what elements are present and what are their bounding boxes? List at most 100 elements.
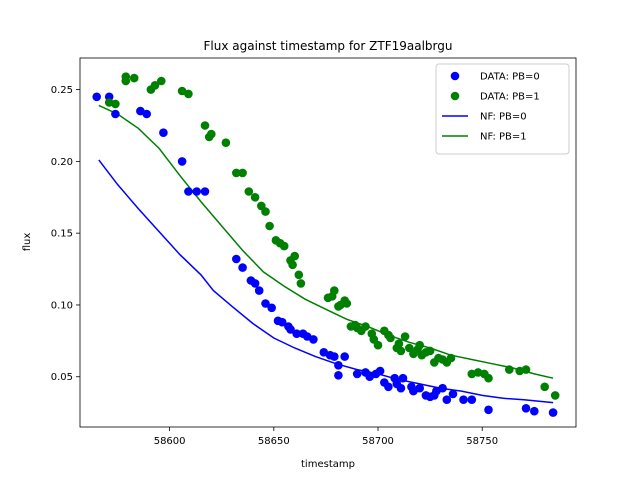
data-point-s1-3 [121, 72, 131, 81]
data-point-s1-14 [232, 168, 241, 178]
data-point-s0-11 [238, 263, 247, 272]
data-point-s1-70 [540, 382, 549, 392]
data-point-s1-1 [111, 99, 120, 109]
data-point-s0-24 [309, 335, 318, 344]
data-point-s1-40 [361, 322, 370, 331]
data-point-s0-5 [159, 128, 168, 137]
data-point-s0-13 [250, 279, 260, 288]
data-point-s0-2 [111, 109, 120, 119]
legend-marker-0 [450, 71, 460, 81]
data-point-s1-46 [386, 333, 395, 343]
legend-box [435, 63, 570, 155]
data-point-s0-21 [292, 329, 302, 339]
data-point-s0-40 [396, 383, 406, 393]
data-point-s0-57 [548, 408, 558, 417]
legend: DATA: PB=0 DATA: PB=1 NF: PB=0 NF: PB=1 [435, 63, 570, 155]
data-point-s1-69 [521, 365, 531, 374]
data-point-s1-43 [373, 340, 383, 350]
data-point-s0-56 [530, 406, 539, 416]
data-point-s0-54 [484, 405, 493, 415]
data-point-s1-57 [425, 346, 435, 356]
data-point-s1-7 [157, 76, 166, 86]
plot-area [92, 72, 560, 417]
y-axis-label: flux [22, 233, 33, 252]
y-tick-label-0: 0.05 [51, 372, 73, 383]
data-point-s1-19 [261, 207, 270, 216]
data-point-s0-8 [192, 187, 201, 196]
data-point-s0-28 [334, 371, 343, 380]
x-tick-label-1: 58650 [258, 436, 290, 447]
data-point-s0-53 [467, 395, 477, 405]
legend-label-0: DATA: PB=0 [480, 72, 540, 83]
data-point-s1-28 [296, 279, 306, 288]
axes-frame [79, 57, 577, 428]
data-point-s0-31 [352, 369, 362, 379]
x-tick-label-0: 58600 [154, 436, 186, 447]
legend-label-1: DATA: PB=1 [480, 92, 540, 103]
data-point-s0-16 [267, 303, 277, 313]
data-point-s0-52 [459, 395, 468, 405]
data-point-s1-12 [207, 129, 216, 139]
y-tick-label-4: 0.25 [51, 85, 73, 96]
legend-marker-1 [450, 91, 460, 101]
data-point-s1-54 [415, 340, 425, 350]
data-point-s0-14 [254, 286, 264, 295]
data-point-s1-6 [150, 81, 160, 90]
data-point-s1-26 [290, 251, 300, 261]
data-point-s0-35 [375, 366, 385, 376]
data-point-s0-15 [261, 299, 270, 308]
series-line-3 [98, 104, 554, 379]
data-point-s0-0 [92, 92, 101, 102]
data-point-s0-50 [442, 395, 452, 405]
data-point-s1-50 [400, 332, 410, 341]
data-point-s0-41 [398, 373, 408, 383]
data-point-s1-20 [265, 221, 274, 231]
data-point-s0-18 [277, 317, 287, 327]
data-point-s1-71 [550, 391, 560, 400]
data-point-s1-23 [279, 241, 289, 251]
data-point-s0-44 [415, 383, 425, 393]
legend-label-2: NF: PB=0 [480, 112, 527, 123]
legend-label-3: NF: PB=1 [480, 132, 527, 143]
data-point-s0-4 [142, 109, 151, 119]
data-point-s1-27 [294, 270, 304, 280]
data-point-s0-9 [200, 187, 210, 196]
data-point-s1-35 [342, 299, 352, 308]
x-axis: 58600 58650 58700 58750 [154, 427, 498, 447]
series-line-2 [98, 159, 554, 404]
data-point-s1-9 [184, 89, 193, 99]
data-point-s0-55 [521, 404, 531, 413]
data-point-s1-13 [221, 138, 231, 147]
data-point-s0-37 [384, 382, 393, 392]
data-point-s0-51 [448, 389, 458, 399]
data-point-s1-25 [288, 260, 297, 270]
x-axis-label: timestamp [301, 459, 355, 470]
chart-title: Flux against timestamp for ZTF19aalbrgu [204, 39, 453, 53]
data-point-s1-49 [396, 346, 406, 356]
data-point-s1-48 [394, 339, 404, 349]
data-point-s1-4 [129, 73, 139, 83]
data-point-s1-66 [484, 373, 493, 383]
data-point-s1-17 [250, 193, 260, 202]
x-tick-label-3: 58750 [466, 436, 498, 447]
data-point-s0-27 [330, 352, 339, 361]
y-tick-label-3: 0.20 [51, 157, 73, 168]
x-tick-label-2: 58700 [362, 436, 394, 447]
data-point-s0-49 [438, 383, 447, 393]
data-point-s1-31 [330, 286, 339, 295]
y-axis: 0.05 0.10 0.15 0.20 0.25 [51, 85, 80, 383]
y-tick-label-2: 0.15 [51, 229, 73, 240]
data-point-s1-10 [200, 121, 210, 130]
data-point-s0-10 [232, 254, 241, 264]
data-point-s0-6 [177, 157, 187, 166]
data-point-s0-29 [334, 361, 343, 370]
data-point-s1-16 [244, 187, 254, 196]
data-point-s0-7 [184, 187, 193, 196]
y-tick-label-1: 0.10 [51, 300, 73, 311]
data-point-s0-30 [340, 352, 350, 361]
data-point-s1-15 [238, 168, 247, 178]
data-point-s1-62 [446, 353, 456, 363]
data-point-s0-20 [286, 325, 295, 334]
data-point-s1-67 [505, 365, 514, 374]
